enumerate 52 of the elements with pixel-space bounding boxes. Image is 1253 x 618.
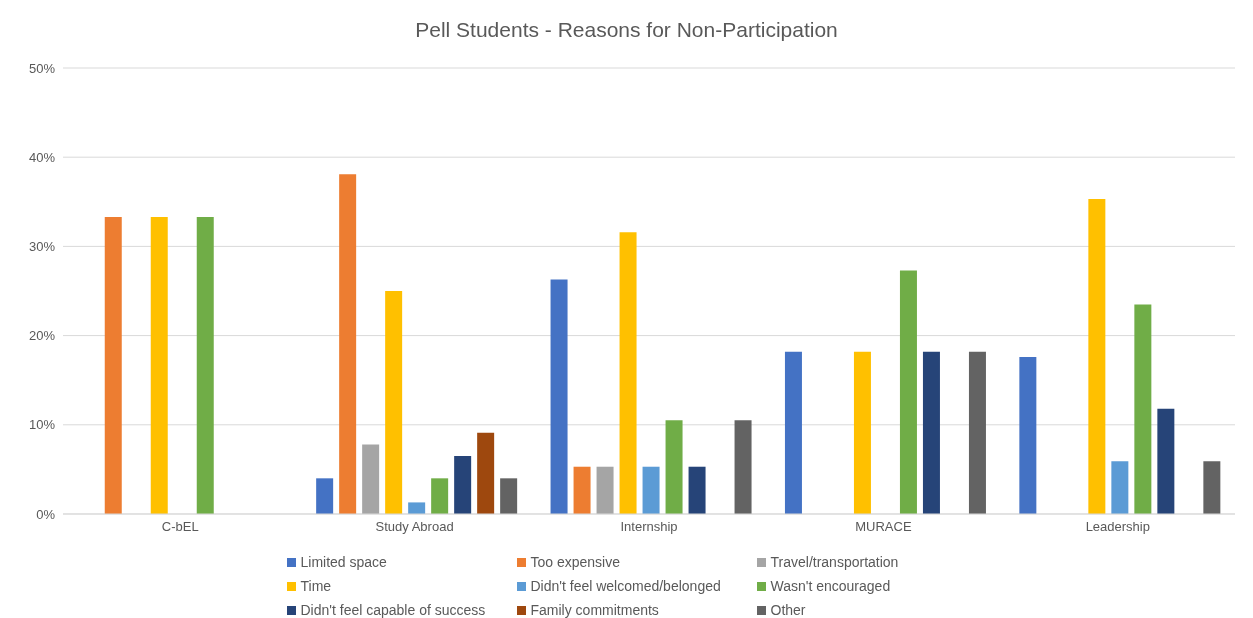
bar <box>596 466 614 514</box>
bar <box>477 432 495 514</box>
x-tick-label: Leadership <box>1085 519 1150 535</box>
x-tick-label: Internship <box>620 519 678 535</box>
bar <box>196 216 214 514</box>
x-tick-label: Study Abroad <box>375 519 454 535</box>
bar <box>784 351 802 514</box>
bar <box>642 466 660 514</box>
legend-label: Didn't feel welcomed/belonged <box>530 578 721 594</box>
bar <box>899 270 917 514</box>
bar <box>1088 199 1106 514</box>
legend-label: Didn't feel capable of success <box>300 602 486 618</box>
bar <box>1203 461 1221 514</box>
bar <box>1134 304 1152 514</box>
bar <box>619 232 637 514</box>
bar <box>339 174 357 514</box>
bar <box>853 351 871 514</box>
bar <box>665 420 683 514</box>
bar <box>385 291 403 514</box>
legend-label: Limited space <box>300 554 387 570</box>
bar <box>362 444 380 514</box>
bar <box>150 216 168 514</box>
x-tick-label: C-bEL <box>161 519 199 535</box>
bar <box>500 478 518 514</box>
bar <box>431 478 449 514</box>
bar <box>408 502 426 514</box>
legend-label: Travel/transportation <box>770 554 899 570</box>
bar <box>1019 357 1037 514</box>
legend-label: Wasn't encouraged <box>770 578 891 594</box>
bar <box>688 466 706 514</box>
y-tick-label: 30% <box>28 239 56 255</box>
legend-label: Other <box>770 602 806 618</box>
chart-title: Pell Students - Reasons for Non-Participation <box>414 17 839 43</box>
y-tick-label: 50% <box>28 60 56 76</box>
y-tick-label: 40% <box>28 149 56 165</box>
x-tick-label: MURACE <box>855 519 912 535</box>
bar <box>550 279 568 514</box>
legend-label: Family commitments <box>530 602 659 618</box>
bar <box>1157 408 1175 514</box>
bar <box>316 478 334 514</box>
y-tick-label: 10% <box>28 417 56 433</box>
bar <box>104 216 122 514</box>
legend-label: Too expensive <box>530 554 621 570</box>
y-tick-label: 0% <box>36 506 56 522</box>
bar <box>454 456 472 514</box>
bar <box>922 351 940 514</box>
bar <box>968 351 986 514</box>
bar <box>734 420 752 514</box>
bar <box>1111 461 1129 514</box>
legend-label: Time <box>300 578 332 594</box>
bar <box>573 466 591 514</box>
y-tick-label: 20% <box>28 328 56 344</box>
